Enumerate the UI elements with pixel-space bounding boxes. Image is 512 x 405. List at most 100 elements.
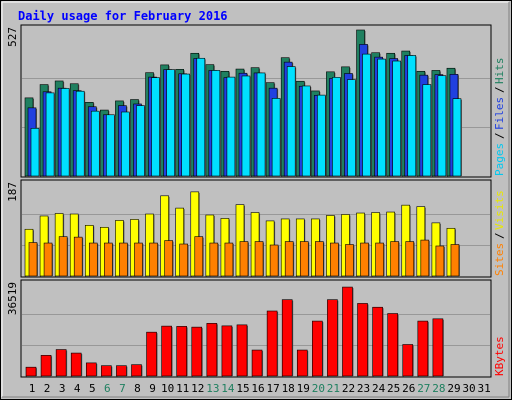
bar-pages-day-18 xyxy=(286,66,296,177)
panel-hits-ymax-label: 527 xyxy=(6,27,19,47)
bar-sites-day-28 xyxy=(435,245,445,277)
bar-pages-day-12 xyxy=(196,57,206,177)
x-tick-label-day-20: 20 xyxy=(312,382,325,395)
bar-pages-day-19 xyxy=(301,85,311,177)
x-tick-label-day-17: 17 xyxy=(266,382,279,395)
legend-sep-2: / xyxy=(493,86,506,93)
bar-kbytes-day-5 xyxy=(85,362,97,377)
bar-kbytes-day-26 xyxy=(402,344,414,377)
bar-pages-day-23 xyxy=(362,53,371,177)
bar-kbytes-day-7 xyxy=(116,365,127,377)
panel-kbytes: 36519 KBytes xyxy=(6,279,506,378)
panel-hits: 527 Pages / Files / Hits xyxy=(6,24,506,178)
bar-pages-day-17 xyxy=(271,98,281,177)
bar-pages-day-11 xyxy=(181,73,190,177)
bar-kbytes-day-25 xyxy=(387,313,398,377)
bar-kbytes-day-19 xyxy=(296,349,308,377)
bar-kbytes-day-22 xyxy=(342,286,353,377)
x-tick-label-day-31: 31 xyxy=(477,382,490,395)
bar-kbytes-day-27 xyxy=(417,320,429,377)
bar-pages-day-6 xyxy=(106,114,115,177)
bar-sites-day-5 xyxy=(88,242,98,277)
bar-pages-day-29 xyxy=(452,98,462,177)
x-tick-label-day-30: 30 xyxy=(462,382,475,395)
bars-hits xyxy=(24,29,462,178)
bar-kbytes-day-18 xyxy=(281,299,293,377)
bar-sites-day-4 xyxy=(73,236,83,277)
x-tick-label-day-16: 16 xyxy=(251,382,264,395)
x-tick-label-day-25: 25 xyxy=(387,382,400,395)
x-tick-label-day-21: 21 xyxy=(327,382,340,395)
panel-visits-ymax-label: 187 xyxy=(6,182,19,202)
bar-kbytes-day-3 xyxy=(55,349,67,377)
bar-sites-day-25 xyxy=(390,241,399,277)
panel-visits: 187 Sites / Visits xyxy=(6,179,506,278)
x-tick-label-day-26: 26 xyxy=(402,382,415,395)
x-tick-label-day-28: 28 xyxy=(432,382,445,395)
bar-kbytes-day-20 xyxy=(312,320,323,377)
x-tick-label-day-15: 15 xyxy=(236,382,249,395)
bar-sites-day-19 xyxy=(299,241,309,277)
bar-sites-day-11 xyxy=(179,243,188,277)
bar-pages-day-3 xyxy=(60,88,70,177)
legend-visits: Visits xyxy=(493,190,506,230)
bar-pages-day-9 xyxy=(151,77,160,177)
bar-sites-day-24 xyxy=(375,242,384,277)
bar-kbytes-day-28 xyxy=(432,318,444,377)
legend-kbytes-label: KBytes xyxy=(493,336,506,376)
legend-sep-3: / xyxy=(493,232,506,239)
x-tick-label-day-23: 23 xyxy=(357,382,370,395)
bar-sites-day-8 xyxy=(134,242,143,277)
bar-pages-day-14 xyxy=(226,76,236,177)
bar-pages-day-24 xyxy=(377,58,386,177)
panel-kbytes-ymax-label: 36519 xyxy=(6,282,19,315)
bar-kbytes-day-17 xyxy=(266,310,278,377)
x-tick-label-day-9: 9 xyxy=(149,382,156,395)
bar-sites-day-7 xyxy=(119,242,128,277)
bar-sites-day-20 xyxy=(315,241,324,277)
bar-kbytes-day-9 xyxy=(146,331,157,377)
bar-sites-day-18 xyxy=(284,241,294,277)
x-tick-label-day-19: 19 xyxy=(297,382,310,395)
bar-pages-day-8 xyxy=(136,105,145,177)
bar-pages-day-10 xyxy=(166,69,175,177)
bar-kbytes-day-14 xyxy=(221,325,233,377)
bar-sites-day-12 xyxy=(194,236,204,277)
legend-hits: Hits xyxy=(493,58,506,85)
x-tick-label-day-3: 3 xyxy=(59,382,66,395)
bar-kbytes-day-21 xyxy=(327,299,338,377)
bar-kbytes-day-13 xyxy=(206,323,218,377)
bar-sites-day-21 xyxy=(330,242,339,277)
x-tick-label-day-18: 18 xyxy=(282,382,295,395)
bar-kbytes-day-8 xyxy=(131,364,142,377)
x-tick-label-day-22: 22 xyxy=(342,382,355,395)
bar-sites-day-13 xyxy=(209,242,219,277)
bar-sites-day-14 xyxy=(224,242,234,277)
bar-sites-day-3 xyxy=(58,236,68,277)
x-tick-label-day-14: 14 xyxy=(221,382,235,395)
legend-pages: Pages xyxy=(493,143,506,176)
bar-sites-day-29 xyxy=(450,244,460,277)
bar-sites-day-26 xyxy=(405,241,415,277)
bar-pages-day-28 xyxy=(437,75,447,177)
bar-sites-day-2 xyxy=(43,242,53,277)
x-tick-label-day-24: 24 xyxy=(372,382,386,395)
bar-sites-day-9 xyxy=(149,242,158,277)
x-tick-label-day-6: 6 xyxy=(104,382,111,395)
x-tick-label-day-11: 11 xyxy=(176,382,189,395)
x-tick-label-day-29: 29 xyxy=(447,382,460,395)
bar-sites-day-10 xyxy=(164,240,173,277)
bar-sites-day-27 xyxy=(420,239,430,277)
bar-pages-day-13 xyxy=(211,70,221,177)
legend-visits: Sites / Visits xyxy=(493,190,506,276)
bar-pages-day-15 xyxy=(241,75,251,177)
bar-kbytes-day-23 xyxy=(357,303,368,377)
bar-pages-day-4 xyxy=(75,90,85,177)
bar-sites-day-15 xyxy=(239,241,249,277)
bar-pages-day-16 xyxy=(256,72,266,177)
bar-sites-day-6 xyxy=(104,242,113,277)
x-tick-label-day-2: 2 xyxy=(44,382,51,395)
bar-pages-day-22 xyxy=(347,79,356,177)
bar-pages-day-20 xyxy=(317,94,326,177)
